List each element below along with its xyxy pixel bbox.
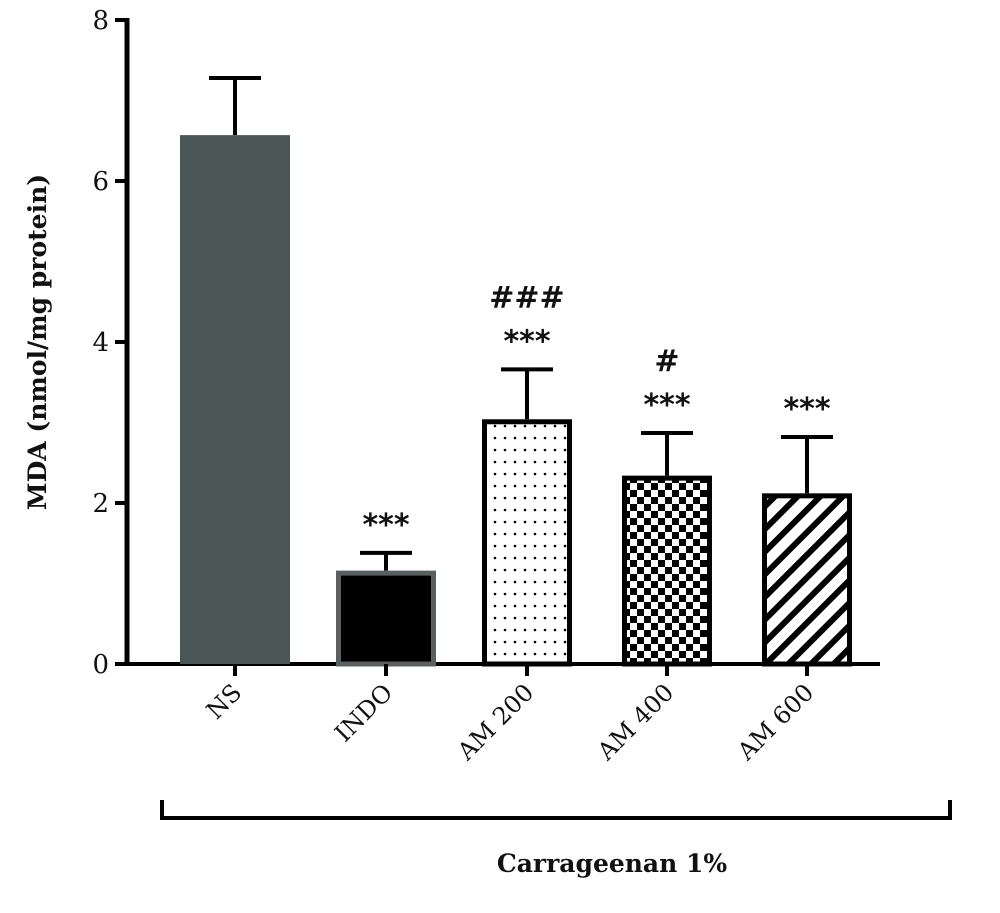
bars: NS INDO *** AM 200 *** ### AM 400 *** # AM 600 *** bbox=[180, 75, 852, 766]
y-tick-label: 2 bbox=[92, 489, 109, 519]
x-axis-label: Carrageenan 1% bbox=[497, 849, 728, 878]
y-axis-label: MDA (nmol/mg protein) bbox=[23, 174, 52, 510]
bar-am400 bbox=[622, 475, 712, 667]
bar-indo bbox=[336, 570, 436, 667]
significance-label: *** bbox=[783, 392, 830, 427]
x-tick-label: AM 600 bbox=[731, 678, 819, 766]
x-tick-label: AM 200 bbox=[451, 678, 539, 766]
y-tick-label: 8 bbox=[92, 6, 109, 36]
significance-label: ### bbox=[489, 280, 564, 315]
x-tick-label: INDO bbox=[329, 678, 398, 747]
bar-am200 bbox=[482, 419, 572, 667]
significance-label: *** bbox=[362, 508, 409, 543]
group-bracket bbox=[160, 800, 952, 820]
significance-label: # bbox=[654, 344, 679, 379]
significance-label: *** bbox=[503, 324, 550, 359]
y-tick-label: 6 bbox=[92, 167, 109, 197]
y-tick-label: 0 bbox=[92, 650, 109, 680]
bar-ns bbox=[180, 135, 290, 665]
x-tick-label: AM 400 bbox=[591, 678, 679, 766]
x-tick-label: NS bbox=[201, 678, 247, 724]
y-tick-label: 4 bbox=[92, 328, 109, 358]
significance-label: *** bbox=[643, 388, 690, 423]
bar-am600 bbox=[762, 493, 852, 667]
